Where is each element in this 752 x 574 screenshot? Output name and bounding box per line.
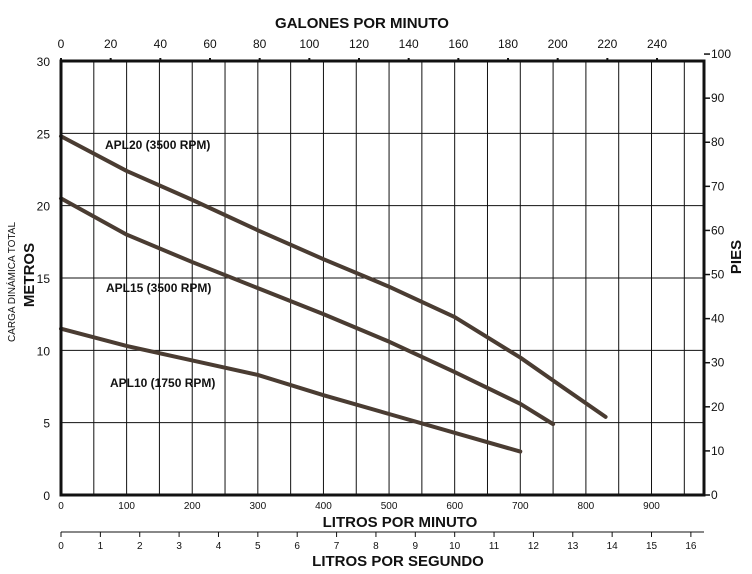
x-top-tick-label: 200 (548, 37, 568, 51)
x-tick-label: 800 (578, 501, 595, 512)
tick-labels: 0 100 200 300 400 500 600 700 800 900051015202530… (37, 37, 732, 552)
series-line (59, 326, 523, 454)
x-top-tick-label: 220 (597, 37, 617, 51)
x-top-tick-label: 60 (203, 37, 217, 51)
y-axis-sublabel: CARGA DINÁMICA TOTAL (5, 222, 18, 342)
series-label: APL10 (1750 RPM) (110, 376, 215, 390)
x-axis-label: LITROS POR MINUTO (323, 514, 478, 531)
lps-tick-label: 6 (294, 541, 300, 552)
y-right-tick-label: 0 (711, 488, 718, 502)
x-tick-label: 900 (643, 501, 660, 512)
x2-axis-label: LITROS POR SEGUNDO (312, 553, 484, 570)
x-tick-label: 200 (184, 501, 201, 512)
lps-tick-label: 11 (489, 541, 500, 552)
lps-tick-label: 10 (449, 541, 461, 552)
lps-tick-label: 1 (98, 541, 104, 552)
x-top-tick-label: 160 (448, 37, 468, 51)
x-top-tick-label: 20 (104, 37, 118, 51)
y-right-tick-label: 70 (711, 179, 725, 193)
lps-tick-label: 12 (528, 541, 540, 552)
series-line (59, 134, 608, 419)
x-tick-label: 400 (315, 501, 332, 512)
x-tick-label: 500 (381, 501, 398, 512)
lps-tick-label: 14 (607, 541, 619, 552)
series-line (59, 196, 556, 427)
x-tick-label: 300 (249, 501, 266, 512)
y-right-tick-label: 20 (711, 400, 725, 414)
y-tick-label: 15 (37, 272, 51, 286)
series-label: APL15 (3500 RPM) (106, 281, 211, 295)
y-axis-label: METROS (21, 243, 38, 307)
lps-tick-label: 8 (373, 541, 379, 552)
y-right-tick-label: 90 (711, 91, 725, 105)
x-top-tick-label: 180 (498, 37, 518, 51)
x-top-tick-label: 140 (399, 37, 419, 51)
lps-tick-label: 2 (137, 541, 143, 552)
lps-tick-label: 15 (646, 541, 658, 552)
y-right-tick-label: 10 (711, 444, 725, 458)
y-tick-label: 0 (43, 489, 50, 503)
lps-tick-label: 16 (685, 541, 697, 552)
lps-tick-label: 4 (216, 541, 222, 552)
y-right-tick-label: 80 (711, 135, 725, 149)
lps-tick-label: 7 (334, 541, 340, 552)
x-top-tick-label: 0 (58, 37, 65, 51)
x-top-tick-label: 40 (154, 37, 168, 51)
x-top-tick-label: 100 (299, 37, 319, 51)
x-tick-label: 100 (118, 501, 135, 512)
y-right-tick-label: 60 (711, 223, 725, 237)
y-tick-label: 10 (37, 344, 51, 358)
x-top-tick-label: 80 (253, 37, 267, 51)
lps-tick-label: 9 (413, 541, 419, 552)
series-label: APL20 (3500 RPM) (105, 138, 210, 152)
y2-axis-label: PIES (728, 240, 745, 274)
series-lines (59, 134, 608, 454)
y-tick-label: 25 (37, 127, 51, 141)
grid-lines (61, 61, 704, 495)
series-labels: APL20 (3500 RPM) APL15 (3500 RPM) APL10 (1… (105, 138, 215, 390)
y-tick-label: 30 (37, 55, 51, 69)
y-right-tick-label: 100 (711, 47, 731, 61)
x-top-tick-label: 240 (647, 37, 667, 51)
lps-tick-label: 13 (567, 541, 579, 552)
lps-tick-label: 3 (176, 541, 182, 552)
y-tick-label: 5 (43, 417, 50, 431)
x-tick-label: 0 (58, 501, 64, 512)
x-tick-label: 600 (446, 501, 463, 512)
chart-title: GALONES POR MINUTO (275, 15, 449, 32)
x-tick-label: 700 (512, 501, 529, 512)
plot-frame (59, 59, 706, 497)
y-right-tick-label: 50 (711, 268, 725, 282)
x-top-tick-label: 120 (349, 37, 369, 51)
y-right-tick-label: 30 (711, 356, 725, 370)
lps-tick-label: 5 (255, 541, 261, 552)
lps-tick-label: 0 (58, 541, 64, 552)
y-right-tick-label: 40 (711, 312, 725, 326)
y-tick-label: 20 (37, 200, 51, 214)
